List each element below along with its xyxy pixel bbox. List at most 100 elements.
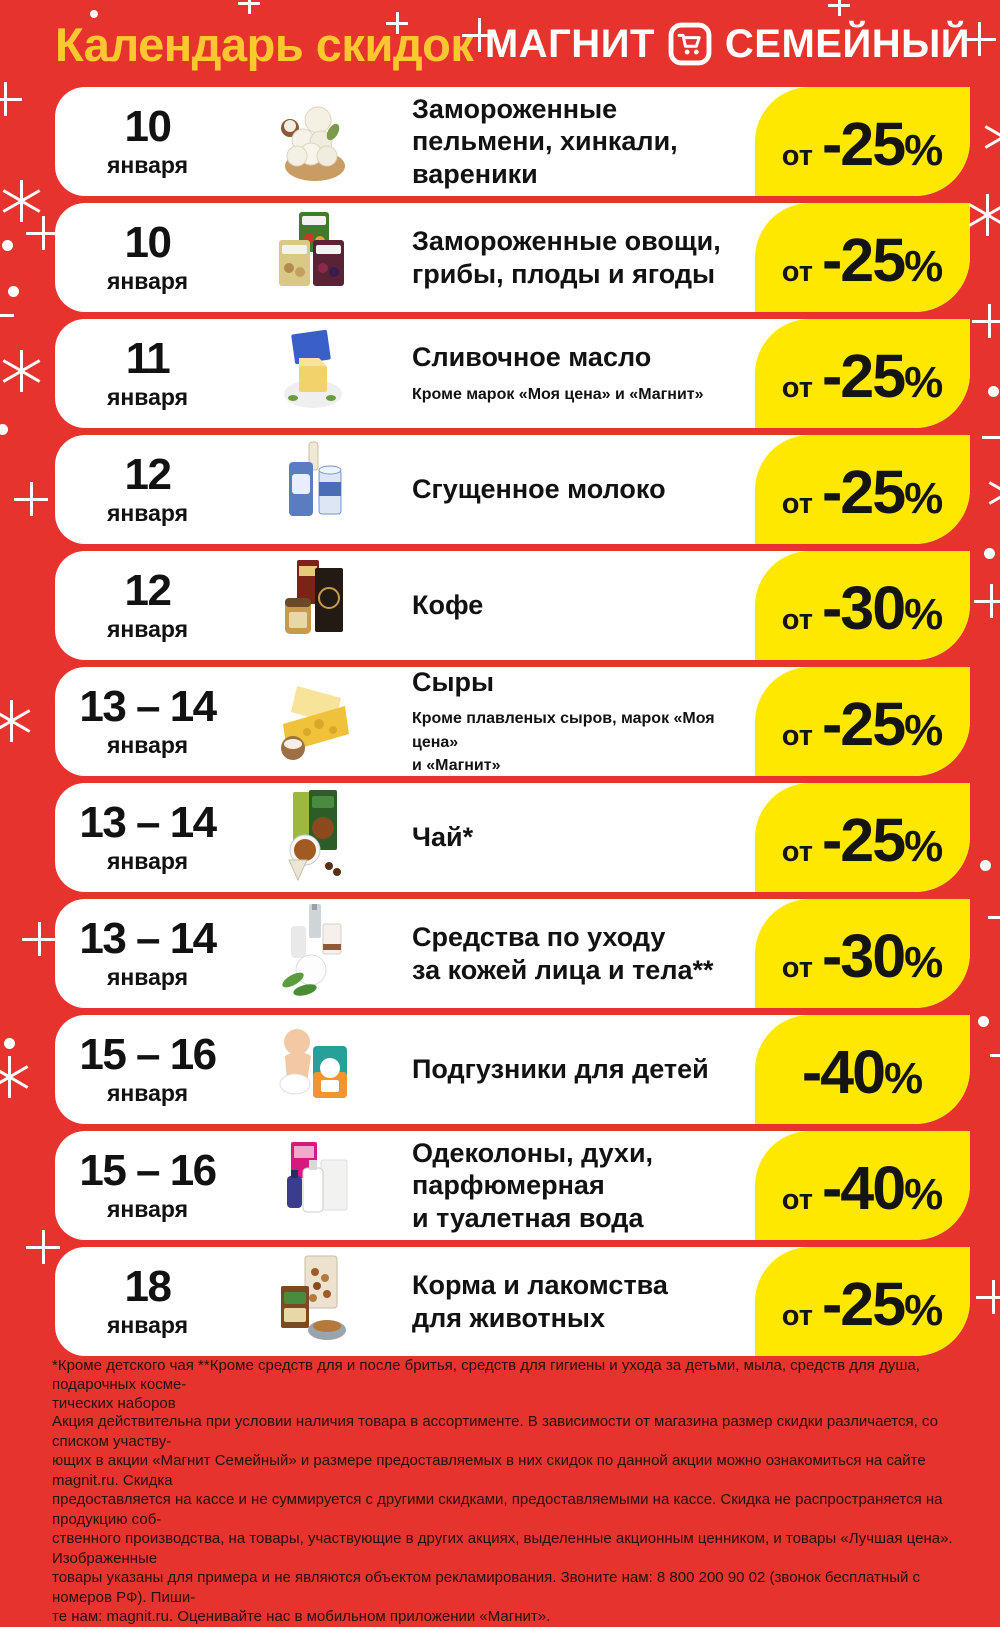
dot-decoration — [2, 240, 13, 251]
discount-prefix: от — [781, 371, 813, 404]
product-description: Подгузники для детей — [412, 1053, 742, 1085]
date-number: 15 – 16 — [79, 1029, 217, 1079]
dot-decoration — [980, 860, 991, 871]
discount-calendar-list: 10 января Замороженные пельмени, хинкали… — [55, 87, 970, 1356]
discount-prefix: от — [781, 487, 813, 520]
product-title: Одеколоны, духи, парфюмерная и туалетная… — [412, 1137, 654, 1233]
product-title: Чай* — [412, 822, 474, 853]
date-block: 18 января — [55, 1261, 240, 1339]
date-month: января — [106, 1311, 189, 1338]
product-description: Замороженные пельмени, хинкали, вареники — [412, 93, 742, 190]
dot-decoration — [988, 386, 999, 397]
product-description: Сливочное масло Кроме марок «Моя цена» и… — [412, 341, 742, 406]
date-month: января — [106, 1195, 189, 1222]
date-number: 13 – 14 — [79, 681, 217, 731]
pet-food-icon — [254, 1252, 372, 1352]
discount-badge: от -30% — [755, 899, 970, 1008]
discount-prefix: от — [781, 139, 813, 172]
discount-value: -30% — [821, 921, 944, 990]
tea-icon — [254, 788, 372, 888]
product-title: Замороженные пельмени, хинкали, вареники — [412, 93, 678, 189]
product-title: Сыры — [412, 667, 495, 698]
snowflake-icon — [0, 180, 42, 222]
date-month: января — [106, 1079, 189, 1106]
date-number: 18 — [124, 1261, 172, 1311]
discount-prefix: от — [781, 603, 813, 636]
date-block: 13 – 14 января — [55, 681, 240, 759]
dot-decoration — [0, 424, 8, 435]
product-description: Средства по уходу за кожей лица и тела** — [412, 921, 742, 986]
date-month: января — [106, 731, 189, 758]
snowflake-icon — [0, 1056, 30, 1098]
discount-value: -40% — [801, 1037, 924, 1106]
product-description: Чай* — [412, 821, 742, 853]
plus-icon — [22, 922, 56, 956]
discount-row: 10 января Замороженные овощи, грибы, пло… — [55, 203, 970, 312]
date-number: 12 — [124, 565, 172, 615]
date-number: 13 – 14 — [79, 913, 217, 963]
dash-decoration — [0, 314, 14, 317]
dash-decoration — [990, 1054, 1000, 1057]
discount-row: 18 января Корма и лакомства для животных… — [55, 1247, 970, 1356]
dash-decoration — [982, 436, 1000, 439]
discount-prefix: от — [781, 255, 813, 288]
discount-badge: от -25% — [755, 203, 970, 312]
product-title: Средства по уходу за кожей лица и тела** — [412, 922, 714, 985]
discount-prefix: от — [781, 835, 813, 868]
product-title: Кофе — [412, 590, 484, 621]
brand-second-word: СЕМЕЙНЫЙ — [724, 21, 970, 66]
discount-badge: от -25% — [755, 1247, 970, 1356]
product-title: Подгузники для детей — [412, 1054, 709, 1085]
date-number: 15 – 16 — [79, 1145, 217, 1195]
date-block: 10 января — [55, 104, 240, 179]
snowflake-icon — [0, 700, 32, 742]
product-description: Кофе — [412, 589, 742, 621]
date-month: января — [106, 383, 189, 410]
product-description: Замороженные овощи, грибы, плоды и ягоды — [412, 225, 742, 290]
date-block: 15 – 16 января — [55, 1145, 240, 1223]
discount-value: -25% — [821, 109, 944, 178]
discount-badge: от -40% — [755, 1131, 970, 1240]
dot-decoration — [4, 1038, 15, 1049]
discount-row: 15 – 16 января Подгузники для детей -40% — [55, 1015, 970, 1124]
product-title: Замороженные овощи, грибы, плоды и ягоды — [412, 226, 721, 289]
discount-value: -40% — [821, 1153, 944, 1222]
perfume-icon — [254, 1136, 372, 1236]
legal-text: Акция действительна при условии наличия … — [52, 1413, 953, 1625]
discount-row: 13 – 14 января Чай* от -25% — [55, 783, 970, 892]
discount-row: 12 января Кофе от -30% — [55, 551, 970, 660]
date-month: января — [106, 499, 189, 526]
discount-value: -25% — [821, 457, 944, 526]
dot-decoration — [984, 548, 995, 559]
cheese-icon — [254, 672, 372, 772]
date-number: 13 – 14 — [79, 797, 217, 847]
discount-badge: от -25% — [755, 435, 970, 544]
discount-row: 10 января Замороженные пельмени, хинкали… — [55, 87, 970, 196]
discount-badge: от -25% — [755, 319, 970, 428]
brand-logo: МАГНИТ СЕМЕЙНЫЙ — [485, 21, 970, 67]
coffee-icon — [254, 556, 372, 656]
condensed-milk-icon — [254, 440, 372, 540]
discount-row: 13 – 14 января Средства по уходу за коже… — [55, 899, 970, 1008]
plus-icon — [14, 482, 48, 516]
date-block: 10 января — [55, 220, 240, 295]
discount-badge: от -30% — [755, 551, 970, 660]
date-month: января — [106, 963, 189, 990]
discount-prefix: от — [781, 1299, 813, 1332]
product-title: Сгущенное молоко — [412, 474, 666, 505]
date-month: января — [106, 151, 189, 178]
discount-row: 13 – 14 января Сыры Кроме плавленых сыро… — [55, 667, 970, 776]
product-description: Одеколоны, духи, парфюмерная и туалетная… — [412, 1137, 742, 1234]
header: Календарь скидок МАГНИТ СЕМЕЙНЫЙ — [55, 14, 970, 74]
date-block: 11 января — [55, 336, 240, 411]
discount-value: -25% — [821, 341, 944, 410]
plus-icon — [972, 304, 1000, 338]
product-description: Сгущенное молоко — [412, 473, 742, 505]
brand-first-word: МАГНИТ — [484, 21, 655, 66]
date-number: 12 — [124, 449, 172, 499]
date-month: января — [106, 267, 189, 294]
discount-prefix: от — [781, 1183, 813, 1216]
pelmeni-icon — [254, 92, 372, 192]
product-note: Кроме плавленых сыров, марок «Моя цена» … — [412, 710, 715, 774]
discount-value: -25% — [821, 225, 944, 294]
